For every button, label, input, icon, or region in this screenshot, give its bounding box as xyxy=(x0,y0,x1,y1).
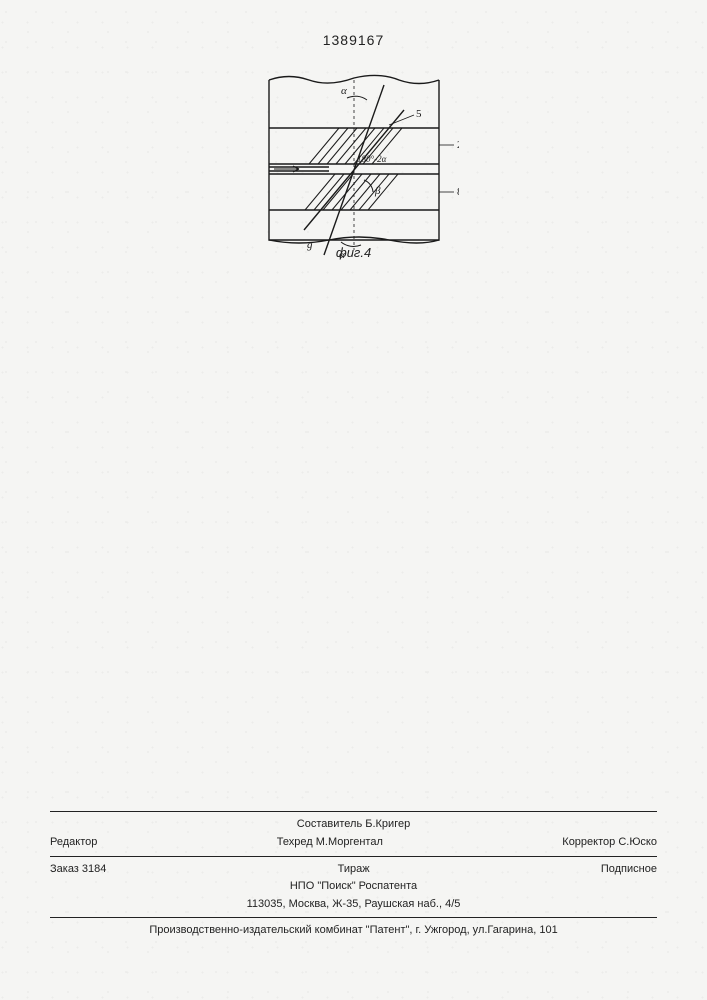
patent-number: 1389167 xyxy=(0,32,707,48)
label-beta: β xyxy=(374,185,381,197)
org1-addr: 113035, Москва, Ж-35, Раушская наб., 4/5 xyxy=(247,898,461,910)
page: { "patent_number": "1389167", "figure": … xyxy=(0,0,707,1000)
signed-label: Подписное xyxy=(601,861,657,879)
figure-caption: фиг.4 xyxy=(336,245,371,260)
techred-label: Техред xyxy=(277,836,313,848)
org1: НПО "Поиск" Роспатента xyxy=(290,880,417,892)
label-angle: 180°-2α xyxy=(357,154,387,164)
corrector-name: С.Юско xyxy=(618,836,657,848)
figure-4: α α β 180°-2α 5 2 8 g xyxy=(249,60,459,265)
compiler-name: Б.Кригер xyxy=(365,818,410,830)
print-run-label: Тираж xyxy=(338,861,370,879)
order-label: Заказ xyxy=(50,863,79,875)
label-ref-8: 8 xyxy=(457,186,459,198)
editor-label: Редактор xyxy=(50,834,97,852)
footer-block: Составитель Б.Кригер Редактор Техред М.М… xyxy=(50,807,657,940)
figure-svg: α α β 180°-2α 5 2 8 g xyxy=(249,60,459,260)
corrector-label: Корректор xyxy=(562,836,615,848)
label-ref-5: 5 xyxy=(416,108,422,120)
label-ref-2: 2 xyxy=(457,139,459,151)
techred-name: М.Моргентал xyxy=(316,836,383,848)
label-alpha-top: α xyxy=(341,85,347,97)
org2: Производственно-издательский комбинат "П… xyxy=(149,924,557,936)
compiler-label: Составитель xyxy=(297,818,362,830)
order-number: 3184 xyxy=(82,863,106,875)
label-ref-g: g xyxy=(307,239,313,251)
